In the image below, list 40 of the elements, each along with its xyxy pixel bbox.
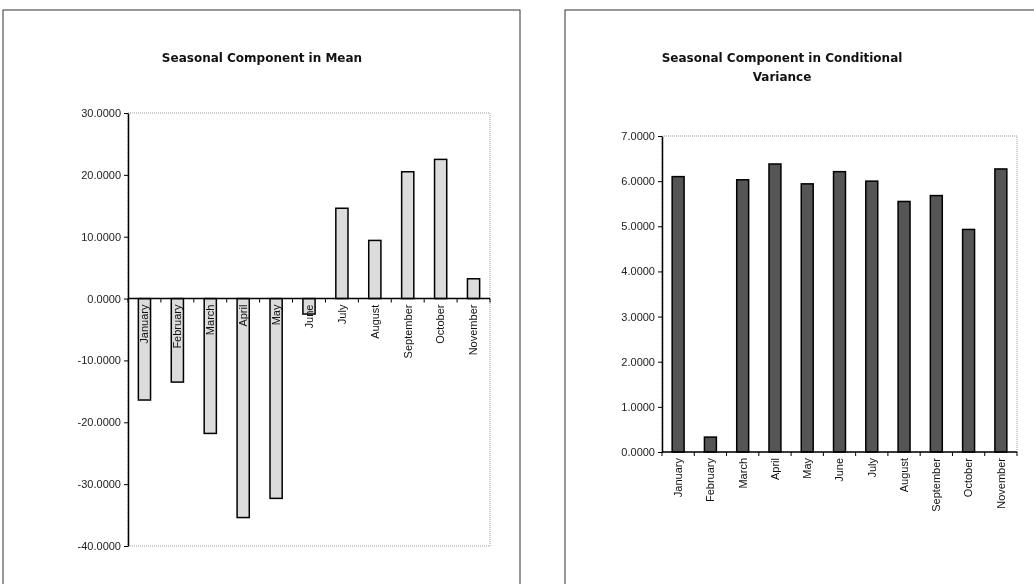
x-tick-label: November bbox=[467, 304, 480, 356]
x-tick-label: March bbox=[736, 458, 749, 489]
y-tick-label: 3.0000 bbox=[621, 310, 655, 323]
y-tick-label: 10.0000 bbox=[81, 230, 121, 243]
x-tick-label: February bbox=[171, 304, 184, 349]
x-tick-label: March bbox=[204, 304, 217, 336]
x-tick-label: November bbox=[994, 457, 1007, 509]
y-tick-label: -20.0000 bbox=[77, 416, 121, 429]
chart-title: Seasonal Component in Mean bbox=[161, 51, 363, 65]
y-tick-label: 30.0000 bbox=[81, 107, 121, 120]
x-tick-label: September bbox=[401, 304, 414, 359]
x-tick-label: September bbox=[930, 457, 943, 512]
x-tick-label: June bbox=[302, 304, 315, 329]
chart-title: Seasonal Component in Conditional Variance bbox=[661, 51, 903, 84]
y-tick-label: -30.0000 bbox=[77, 478, 121, 491]
x-tick-label: October bbox=[434, 304, 447, 344]
x-tick-label: January bbox=[138, 304, 151, 344]
x-tick-label: February bbox=[704, 457, 717, 503]
y-tick-label: 7.0000 bbox=[621, 130, 655, 143]
x-tick-label: May bbox=[801, 457, 814, 479]
y-tick-label: 4.0000 bbox=[621, 265, 655, 278]
y-tick-label: 0.0000 bbox=[87, 292, 121, 305]
x-tick-label: January bbox=[671, 457, 684, 498]
y-tick-label: 0.0000 bbox=[621, 446, 655, 459]
y-tick-label: -10.0000 bbox=[77, 354, 121, 367]
x-tick-label: May bbox=[269, 304, 282, 326]
y-tick-label: 20.0000 bbox=[81, 168, 121, 181]
x-tick-label: June bbox=[833, 458, 846, 482]
x-tick-label: October bbox=[962, 457, 975, 498]
y-tick-label: -40.0000 bbox=[77, 540, 121, 553]
x-tick-label: August bbox=[368, 304, 381, 339]
y-tick-label: 1.0000 bbox=[621, 400, 655, 413]
y-tick-label: 2.0000 bbox=[621, 355, 655, 368]
x-tick-label: April bbox=[768, 458, 781, 481]
x-tick-label: August bbox=[897, 458, 910, 493]
y-tick-label: 6.0000 bbox=[621, 175, 655, 188]
x-tick-label: April bbox=[237, 304, 250, 327]
y-tick-label: 5.0000 bbox=[621, 220, 655, 233]
x-tick-label: July bbox=[335, 304, 348, 325]
x-tick-label: July bbox=[865, 457, 878, 478]
